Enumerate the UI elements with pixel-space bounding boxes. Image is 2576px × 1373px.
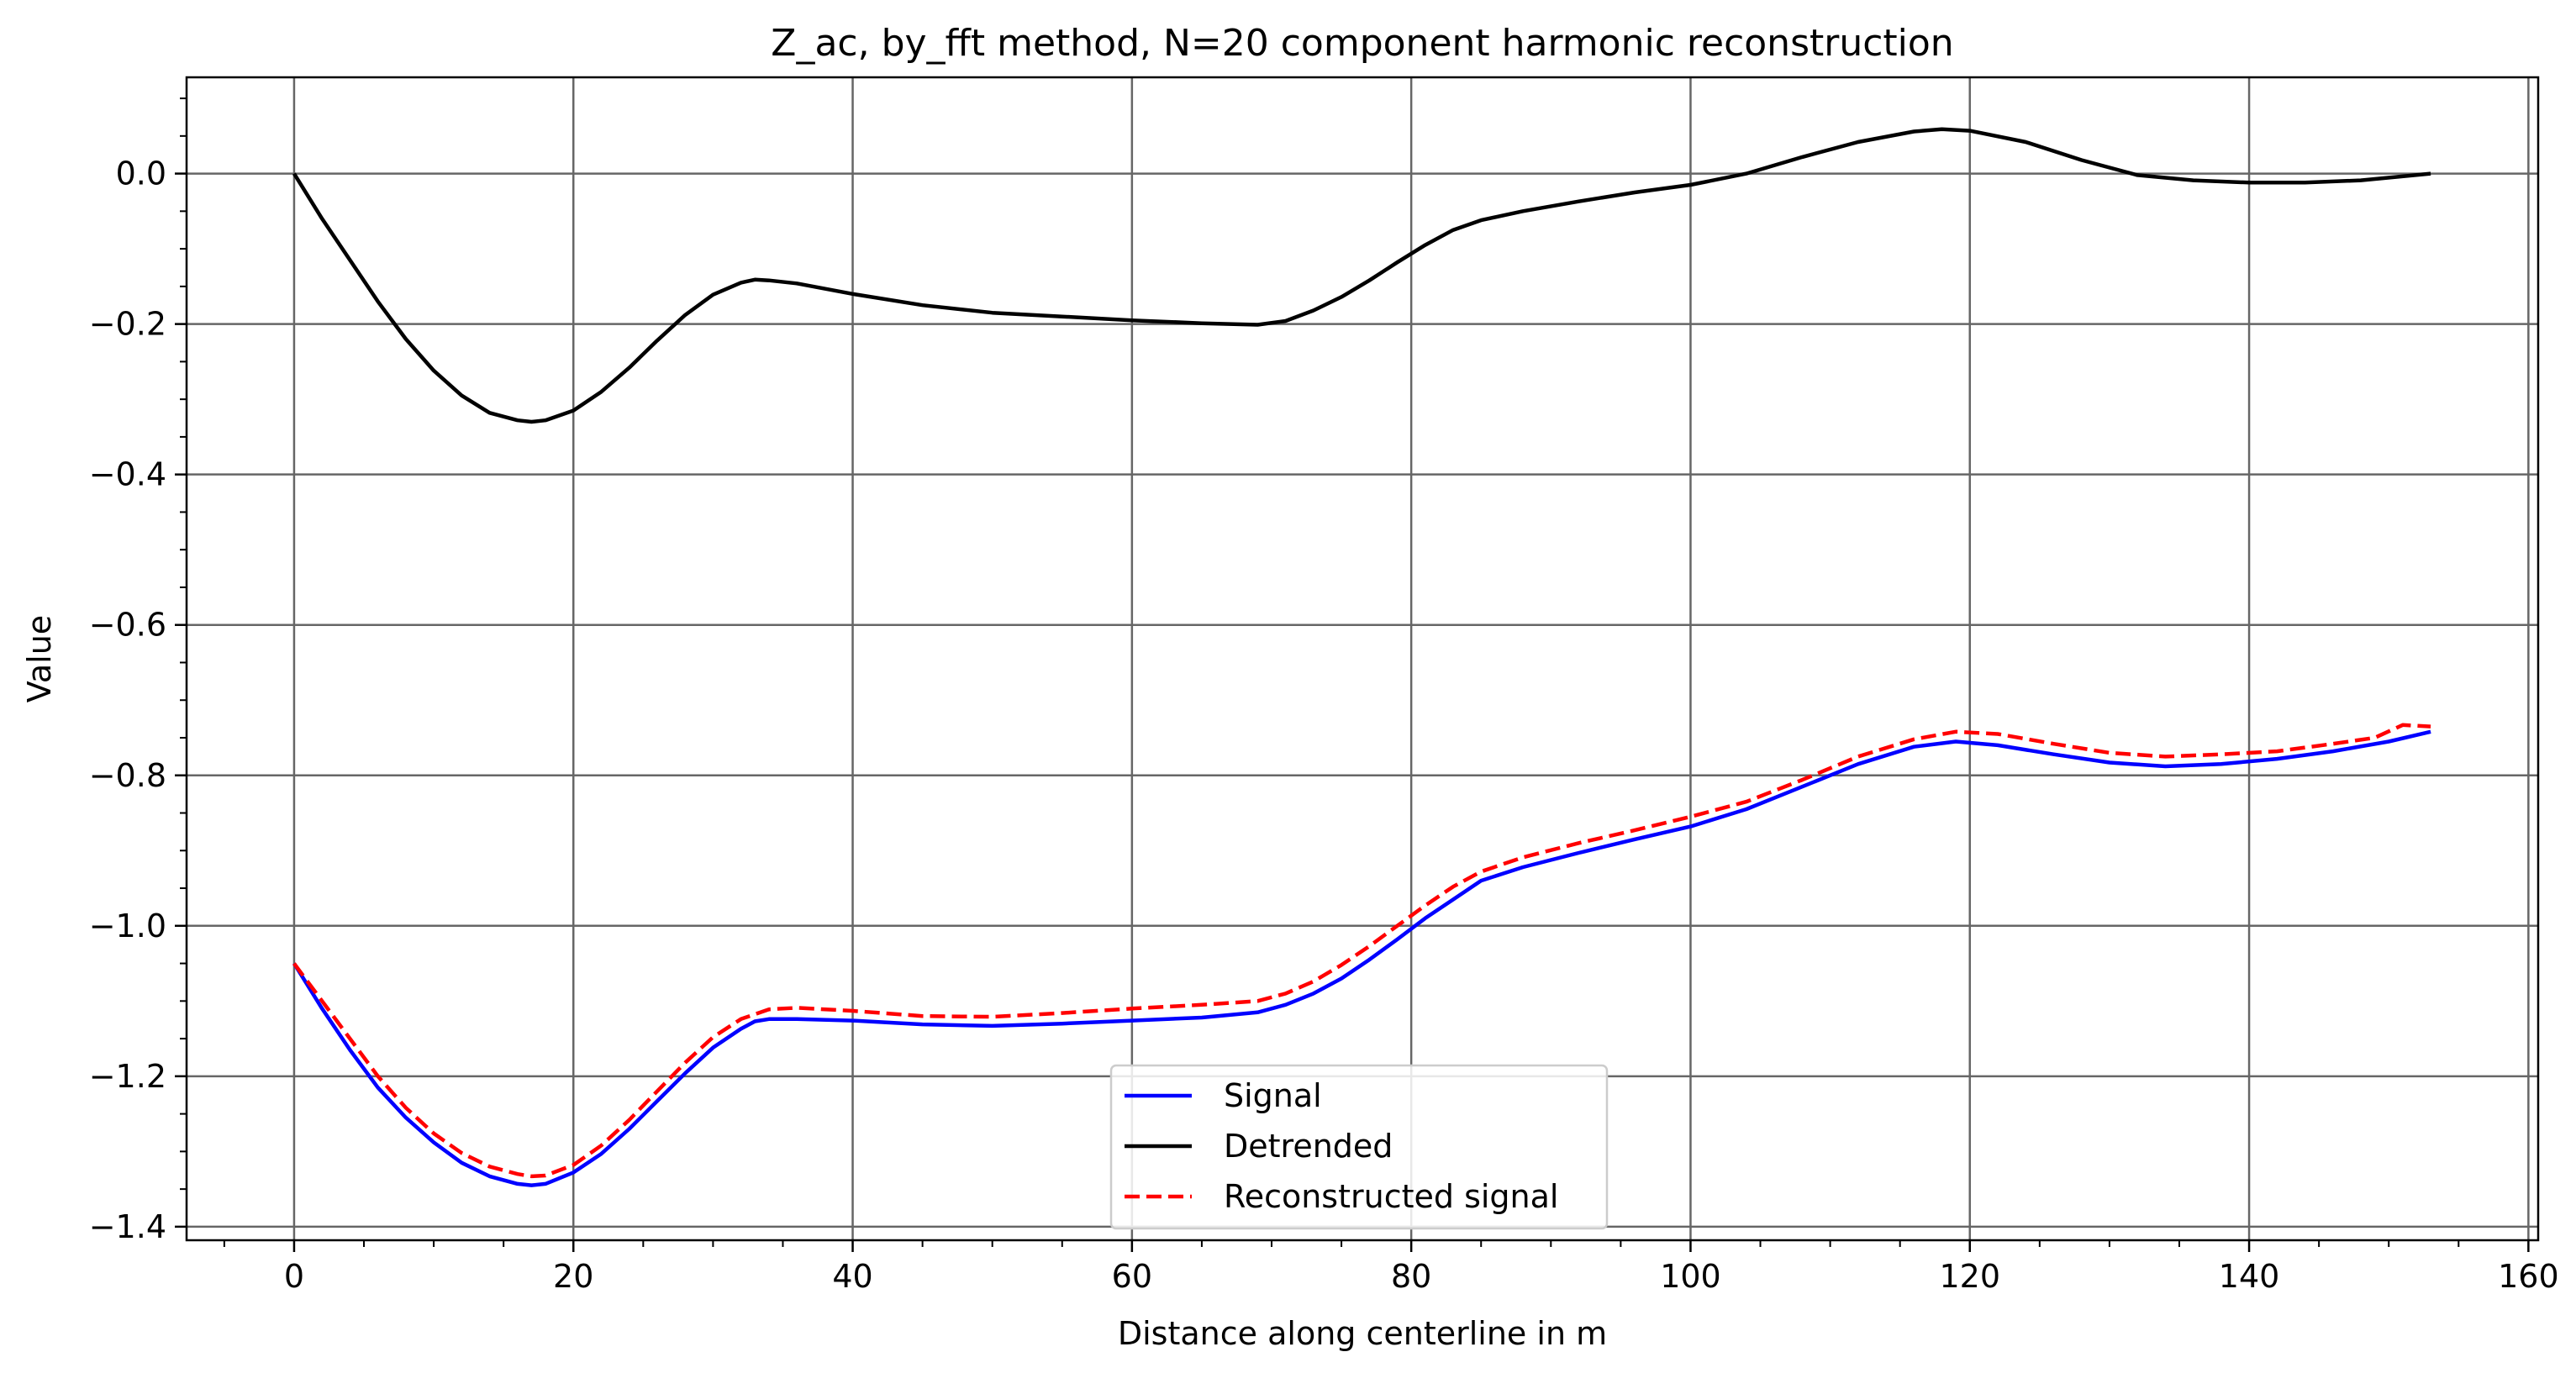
y-axis-label: Value xyxy=(21,615,58,702)
x-tick-label: 60 xyxy=(1112,1258,1152,1295)
y-tick-label: −0.2 xyxy=(89,306,166,343)
legend-label: Detrended xyxy=(1224,1128,1393,1165)
y-tick-label: −0.8 xyxy=(89,757,166,794)
x-tick-label: 0 xyxy=(284,1258,304,1295)
x-tick-label: 120 xyxy=(1939,1258,2000,1295)
chart-title: Z_ac, by_fft method, N=20 component harm… xyxy=(771,22,1953,65)
series-line-detrended xyxy=(292,127,2431,424)
y-tick-label: −0.4 xyxy=(89,456,166,493)
y-tick-label: 0.0 xyxy=(116,155,166,192)
y-tick-label: −0.6 xyxy=(89,607,166,644)
x-tick-label: 40 xyxy=(832,1258,872,1295)
x-tick-label: 140 xyxy=(2219,1258,2280,1295)
series-line-reconstructed-signal xyxy=(292,723,2431,1179)
plot-frame xyxy=(185,76,2540,1242)
x-axis-label: Distance along centerline in m xyxy=(1118,1315,1607,1352)
axis-ticks: 0 20 40 60 80 100 120 140 160 0.0 −0.2 −0.4 −0.6 −0.8… xyxy=(89,97,2559,1295)
x-tick-label: 80 xyxy=(1391,1258,1431,1295)
series-lines xyxy=(292,127,2431,1187)
x-tick-label: 160 xyxy=(2498,1258,2559,1295)
series-line-signal xyxy=(292,729,2431,1187)
legend-label: Reconstructed signal xyxy=(1224,1178,1558,1215)
legend-label: Signal xyxy=(1224,1077,1322,1114)
y-tick-label: −1.4 xyxy=(89,1208,166,1245)
legend: Signal Detrended Reconstructed signal xyxy=(1109,1064,1609,1230)
y-tick-label: −1.2 xyxy=(89,1058,166,1095)
x-tick-label: 20 xyxy=(553,1258,593,1295)
x-tick-label: 100 xyxy=(1660,1258,1721,1295)
y-tick-label: −1.0 xyxy=(89,907,166,944)
legend-box xyxy=(1109,1064,1609,1230)
